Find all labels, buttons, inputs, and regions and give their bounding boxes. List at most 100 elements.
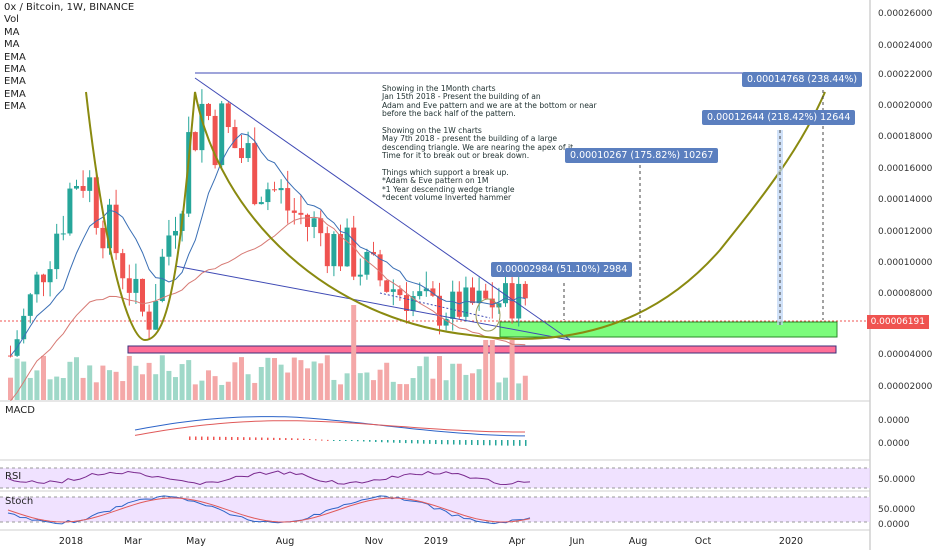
x-tick: Apr	[508, 536, 526, 547]
volume-bar	[113, 371, 119, 400]
candle	[212, 115, 218, 166]
volume-bar	[245, 374, 251, 400]
volume-bar	[107, 370, 112, 400]
candle	[67, 188, 73, 234]
macd-label[interactable]: MACD	[5, 405, 35, 416]
volume-bar	[34, 370, 40, 400]
volume-bar	[311, 361, 317, 400]
macd-histogram-bar	[477, 440, 479, 446]
target-badge-4[interactable]: 0.00014768 (238.44%)	[742, 72, 863, 87]
x-tick: May	[186, 536, 206, 547]
candle	[186, 132, 192, 214]
support-zone	[499, 321, 838, 338]
candle	[219, 103, 225, 166]
macd-histogram-bar	[411, 440, 413, 444]
macd-histogram-bar	[513, 440, 515, 446]
volume-bar	[60, 378, 66, 400]
volume-bar	[140, 374, 145, 400]
macd-histogram-bar	[285, 438, 287, 440]
volume-bar	[54, 376, 60, 400]
volume-bar	[483, 340, 489, 400]
candle	[430, 288, 436, 296]
candle	[113, 204, 119, 254]
candle	[133, 278, 139, 293]
macd-histogram-bar	[489, 440, 491, 446]
stoch-k-line	[7, 495, 531, 525]
volume-bar	[258, 366, 264, 400]
legend-indicator[interactable]: EMA	[4, 101, 26, 113]
candle	[252, 143, 258, 205]
volume-bar	[173, 377, 178, 400]
candle	[344, 227, 350, 267]
volume-bar	[456, 363, 462, 400]
x-tick: Jun	[569, 536, 585, 547]
candle	[93, 177, 99, 228]
macd-histogram-bar	[219, 436, 221, 440]
macd-y-tick: 0.0000	[878, 416, 910, 426]
volume-bar	[278, 364, 284, 400]
candle	[239, 148, 244, 159]
y-tick: 0.00026000	[878, 9, 932, 19]
target-badge-3[interactable]: 0.00012644 (218.42%) 12644	[702, 110, 856, 125]
y-tick: 0.00018000	[878, 132, 932, 142]
macd-histogram-bar	[315, 439, 317, 441]
legend-indicator[interactable]: EMA	[4, 76, 26, 88]
legend-indicator[interactable]: EMA	[4, 51, 26, 63]
volume-bar	[80, 377, 86, 400]
candle	[377, 254, 383, 281]
candle	[311, 218, 317, 227]
volume-bar	[338, 384, 343, 400]
volume-bar	[87, 365, 93, 400]
volume-bar	[291, 357, 297, 400]
volume-bar	[41, 355, 46, 400]
candle	[522, 283, 528, 299]
ma-line	[10, 133, 526, 357]
macd-histogram-bar	[327, 439, 329, 441]
candle	[34, 274, 40, 295]
macd-histogram-bar	[453, 440, 455, 445]
legend-indicator[interactable]: Vol	[4, 14, 19, 26]
legend-indicator[interactable]: MA	[4, 39, 20, 51]
volume-bar	[430, 378, 436, 400]
volume-bar	[225, 381, 231, 400]
candle	[338, 234, 343, 267]
legend-indicator[interactable]: EMA	[4, 64, 26, 76]
volume-bar	[8, 377, 13, 400]
x-tick: Oct	[694, 536, 712, 547]
macd-pane	[134, 416, 527, 446]
rsi-label[interactable]: RSI	[5, 471, 22, 482]
candle	[146, 311, 152, 330]
candle	[232, 127, 238, 149]
candle	[199, 103, 205, 151]
macd-histogram-bar	[339, 440, 341, 441]
candle	[516, 283, 522, 319]
volume-bar	[470, 373, 475, 400]
candle	[371, 251, 376, 255]
target-badge-2[interactable]: 0.00010267 (175.82%) 10267	[565, 148, 719, 163]
macd-histogram-bar	[525, 440, 527, 446]
legend-indicator[interactable]: MA	[4, 26, 20, 38]
candle	[60, 233, 66, 235]
macd-histogram-bar	[291, 438, 293, 440]
stoch-label[interactable]: Stoch	[5, 496, 34, 507]
volume-bar	[384, 362, 390, 400]
volume-bar	[272, 358, 277, 400]
volume-bar	[364, 372, 370, 400]
candle	[153, 300, 159, 330]
macd-histogram-bar	[249, 437, 251, 440]
current-price-tag: 0.00006191	[866, 315, 929, 329]
legend-indicator[interactable]: EMA	[4, 88, 26, 100]
volume-bar	[153, 374, 159, 400]
candle	[27, 294, 33, 316]
macd-histogram-bar	[195, 436, 197, 440]
candle	[166, 235, 172, 257]
candle	[272, 189, 277, 191]
candle	[423, 288, 429, 292]
volume-bar	[463, 374, 469, 400]
macd-histogram-bar	[303, 438, 305, 440]
target-badge-1[interactable]: 0.00002984 (51.10%) 2984	[491, 262, 633, 277]
volume-bar	[126, 355, 132, 400]
chart-title: 0x / Bitcoin, 1W, BINANCE	[4, 2, 135, 13]
